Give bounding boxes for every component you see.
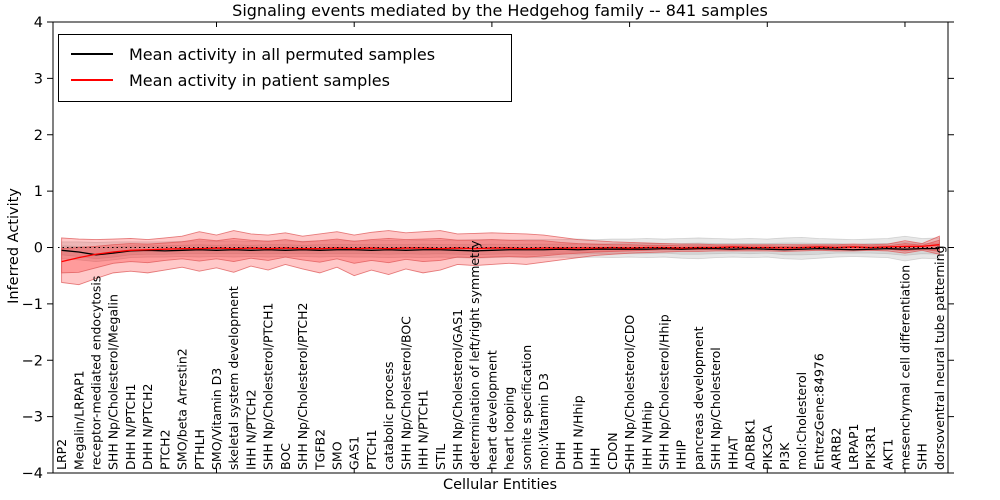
x-tick-label: SMO/Vitamin D3 [209,368,224,470]
chart-title: Signaling events mediated by the Hedgeho… [232,1,768,20]
x-tick-label: IHH N/PTCH1 [416,389,431,470]
x-tick-label: IHH N/Hhip [639,401,654,470]
y-tick-label: 0 [34,241,43,257]
x-tick-label: SHH Np/Cholesterol/Hhip [657,314,672,470]
x-tick-label: SHH Np/Cholesterol [708,347,723,470]
x-tick-label: IHH N/PTCH2 [243,389,258,470]
y-tick-label: 2 [34,128,43,144]
y-tick-label: −3 [22,410,43,426]
x-tick-label: SHH [915,443,930,470]
x-tick-label: catabolic process [381,361,396,470]
x-tick-label: ARRB2 [829,428,844,470]
y-tick-label: −1 [22,297,43,313]
x-tick-label: SHH Np/Cholesterol/GAS1 [450,309,465,470]
x-axis-label: Cellular Entities [442,477,558,493]
x-tick-label: HHIP [674,440,689,470]
x-tick-label: HHAT [725,436,740,470]
x-tick-label: IHH [588,448,603,471]
x-tick-label: STIL [433,444,448,470]
x-tick-label: heart looping [502,387,517,470]
legend-label-permuted: Mean activity in all permuted samples [129,44,436,64]
x-tick-label: SHH Np/Cholesterol/PTCH1 [261,303,276,471]
x-tick-label: SHH Np/Cholesterol/PTCH2 [295,303,310,471]
x-tick-label: SMO/beta Arrestin2 [175,348,190,470]
x-tick-label: skeletal system development [226,286,241,470]
x-tick-label: Megalin/LRPAP1 [71,370,86,470]
x-tick-label: SHH Np/Cholesterol/Megalin [106,294,121,470]
x-tick-label: LRPAP1 [846,424,861,470]
x-tick-label: GAS1 [347,436,362,470]
x-tick-label: PTCH2 [157,429,172,470]
x-tick-label: SHH Np/Cholesterol/BOC [398,316,413,470]
permuted-line-swatch [71,53,113,55]
x-tick-label: TGFB2 [312,429,327,471]
x-tick-label: somite specification [519,345,534,470]
x-tick-label: heart development [484,350,499,470]
legend-label-patient: Mean activity in patient samples [129,70,390,90]
y-tick-label: −2 [22,353,43,369]
x-tick-label: AKT1 [880,439,895,470]
y-tick-label: 4 [34,15,43,31]
x-tick-label: receptor-mediated endocytosis [89,276,104,470]
x-tick-label: PIK3R1 [863,426,878,470]
x-tick-label: mol:Cholesterol [794,372,809,470]
y-tick-label: 3 [34,71,43,87]
x-tick-label: PTCH1 [364,429,379,470]
x-tick-label: SHH Np/Cholesterol/CDO [622,315,637,470]
patient-line-swatch [71,79,113,81]
x-tick-label: EntrezGene:84976 [811,353,826,470]
x-tick-label: PTHLH [192,429,207,470]
y-tick-label: 1 [34,184,43,200]
legend-entry-permuted: Mean activity in all permuted samples [59,41,511,67]
x-tick-label: SMO [329,441,344,470]
legend-entry-patient: Mean activity in patient samples [59,67,511,93]
patient-mean-line [61,244,940,263]
x-tick-label: CDON [605,432,620,470]
y-tick-label: −4 [22,466,43,482]
x-tick-label: dorsoventral neural tube patterning [932,246,947,471]
x-tick-label: DHH N/PTCH2 [140,384,155,470]
x-tick-label: mol:Vitamin D3 [536,373,551,470]
x-tick-label: DHH N/Hhip [570,395,585,470]
x-tick-label: PIK3CA [760,425,775,470]
x-tick-label: DHH [553,442,568,470]
x-tick-label: BOC [278,443,293,470]
x-tick-label: LRP2 [54,439,69,470]
patient-band-outer [61,230,940,286]
legend: Mean activity in all permuted samples Me… [58,34,512,102]
x-tick-label: DHH N/PTCH1 [123,384,138,470]
x-tick-label: mesenchymal cell differentiation [897,265,912,470]
x-tick-label: PI3K [777,442,792,470]
x-tick-label: determination of left/right symmetry [467,240,482,470]
y-axis-label: Inferred Activity [6,188,22,304]
x-tick-label: ADRBK1 [743,418,758,470]
permuted-mean-line [61,247,940,256]
x-tick-label: pancreas development [691,326,706,470]
